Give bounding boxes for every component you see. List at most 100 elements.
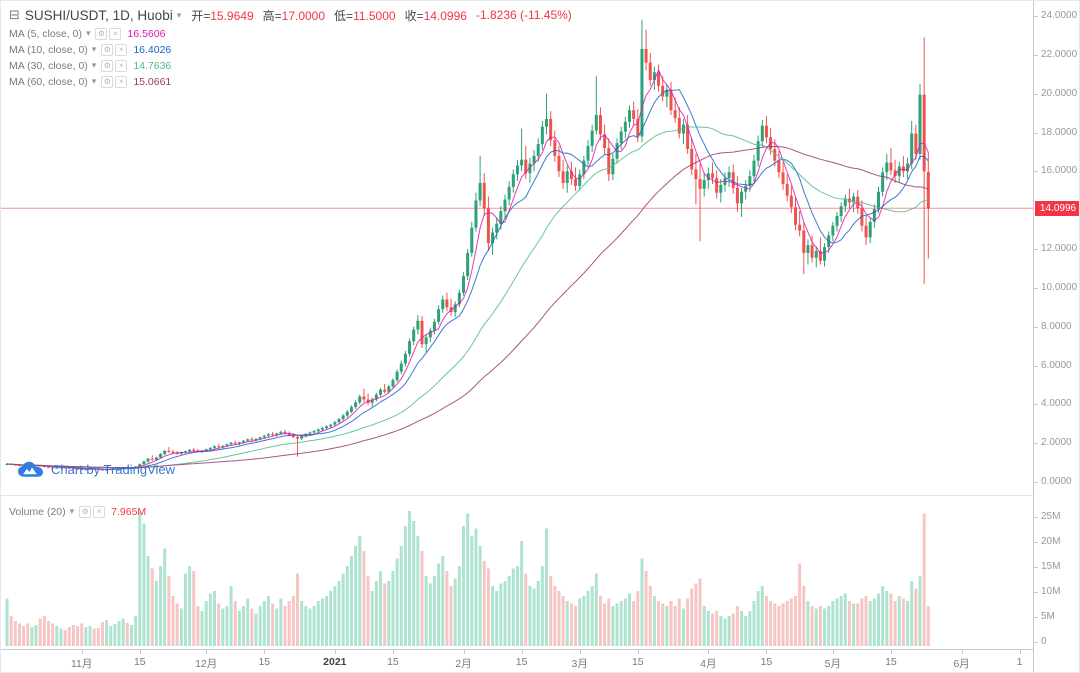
candle-body (785, 183, 789, 196)
candle-body (399, 363, 403, 372)
candle-body (665, 89, 669, 97)
candle-body (926, 172, 930, 209)
volume-bar (428, 583, 432, 646)
volume-bar (611, 606, 615, 646)
candle-body (814, 250, 818, 258)
candle-body (818, 250, 822, 261)
chevron-down-icon[interactable]: ▾ (91, 60, 97, 70)
volume-bar (661, 603, 665, 646)
candle-body (154, 457, 158, 460)
chevron-down-icon[interactable]: ▾ (91, 44, 97, 54)
ma60-settings-button[interactable]: ⚙ (101, 75, 114, 88)
volume-pane[interactable]: Volume (20) ▾ ⚙ × 7.965M (1, 495, 1033, 650)
ma60-label[interactable]: MA (60, close, 0) (9, 75, 88, 88)
collapse-pane-icon[interactable]: ⊟ (9, 7, 20, 22)
volume-chart-canvas[interactable] (1, 496, 1033, 650)
candle-body (159, 454, 163, 458)
volume-bar (615, 603, 619, 646)
volume-tick-label: 10M (1041, 586, 1061, 597)
candle-body (341, 415, 345, 420)
price-tick-label: 20.0000 (1041, 87, 1078, 99)
volume-bar (669, 601, 673, 646)
candle-body (810, 245, 814, 258)
candle-body (835, 215, 839, 226)
ma30-label[interactable]: MA (30, close, 0) (9, 59, 88, 72)
volume-bar (271, 603, 275, 646)
volume-bar (677, 598, 681, 646)
volume-bar (349, 556, 353, 646)
chevron-down-icon[interactable]: ▾ (91, 76, 97, 86)
candle-body (188, 449, 192, 452)
candle-body (752, 160, 756, 177)
chevron-down-icon[interactable]: ▾ (69, 506, 75, 516)
volume-bar (777, 606, 781, 646)
volume-bar (279, 598, 283, 646)
price-chart-canvas[interactable] (1, 1, 1033, 495)
ma5-label[interactable]: MA (5, close, 0) (9, 27, 82, 40)
time-tick-mark (890, 650, 892, 654)
volume-bar (154, 581, 158, 646)
volume-label[interactable]: Volume (20) (9, 505, 66, 518)
volume-settings-button[interactable]: ⚙ (79, 505, 92, 518)
ma30-remove-button[interactable]: × (115, 59, 128, 72)
price-tick-label: 22.0000 (1041, 48, 1078, 60)
candle-body (574, 179, 578, 186)
volume-bar (715, 611, 719, 646)
volume-bar (499, 583, 503, 646)
time-tick-mark (708, 650, 710, 654)
candle-body (702, 180, 706, 189)
candle-body (677, 117, 681, 134)
candle-body (598, 115, 602, 135)
volume-bar (545, 528, 548, 646)
volume-bar (901, 598, 905, 646)
volume-bar (657, 601, 661, 646)
ma60-remove-button[interactable]: × (115, 75, 128, 88)
candle-body (179, 452, 183, 454)
volume-remove-button[interactable]: × (93, 505, 106, 518)
chevron-down-icon[interactable]: ▾ (85, 28, 91, 38)
candle-body (540, 126, 544, 145)
tradingview-logo-icon (18, 461, 43, 477)
volume-bar (387, 581, 391, 646)
price-axis[interactable]: 14.0996 24.0000 22.0000 20.0000 18.0000 16.0… (1033, 1, 1079, 672)
candle-body (623, 121, 627, 132)
volume-bar (574, 606, 578, 646)
volume-bar (304, 606, 308, 646)
tradingview-attribution-link[interactable]: Chart by TradingView (17, 461, 175, 478)
ma10-settings-button[interactable]: ⚙ (101, 43, 114, 56)
ma10-remove-button[interactable]: × (115, 43, 128, 56)
chevron-down-icon[interactable]: ▾ (176, 9, 182, 20)
volume-bar (412, 521, 416, 646)
volume-bar (914, 588, 918, 646)
candle-body (628, 110, 631, 122)
symbol-title[interactable]: SUSHI/USDT, 1D, Huobi (24, 7, 173, 23)
candle-body (175, 452, 179, 454)
volume-bar (370, 591, 374, 646)
candle-body (457, 292, 461, 305)
candle-body (823, 247, 827, 261)
volume-bar (275, 608, 279, 646)
ma5-remove-button[interactable]: × (109, 27, 122, 40)
volume-indicator-row: Volume (20) ▾ ⚙ × 7.965M (9, 504, 146, 519)
volume-bar (794, 596, 797, 646)
volume-bar (163, 548, 167, 646)
price-tick-mark (1034, 171, 1038, 173)
time-axis[interactable]: 11月 15 12月 15 2021 15 2月 15 3月 15 4月 15 5月 15 6月 1 (1, 649, 1033, 672)
price-pane[interactable]: ⊟ SUSHI/USDT, 1D, Huobi ▾ 开=15.9649 高=17… (1, 1, 1033, 495)
time-tick-label: 3月 (571, 658, 588, 670)
candle-body (511, 174, 515, 187)
volume-bar (150, 568, 154, 646)
candle-body (370, 399, 374, 403)
ma30-settings-button[interactable]: ⚙ (101, 59, 114, 72)
volume-bar (590, 586, 594, 646)
volume-bar (872, 598, 876, 646)
ma5-settings-button[interactable]: ⚙ (95, 27, 108, 40)
candle-body (291, 435, 295, 437)
volume-bar (325, 596, 329, 646)
volume-bar (437, 563, 441, 646)
candle-body (657, 72, 661, 86)
volume-tick-mark (1034, 642, 1038, 643)
ma10-label[interactable]: MA (10, close, 0) (9, 43, 88, 56)
volume-bar (503, 581, 507, 646)
volume-bar (698, 578, 702, 646)
